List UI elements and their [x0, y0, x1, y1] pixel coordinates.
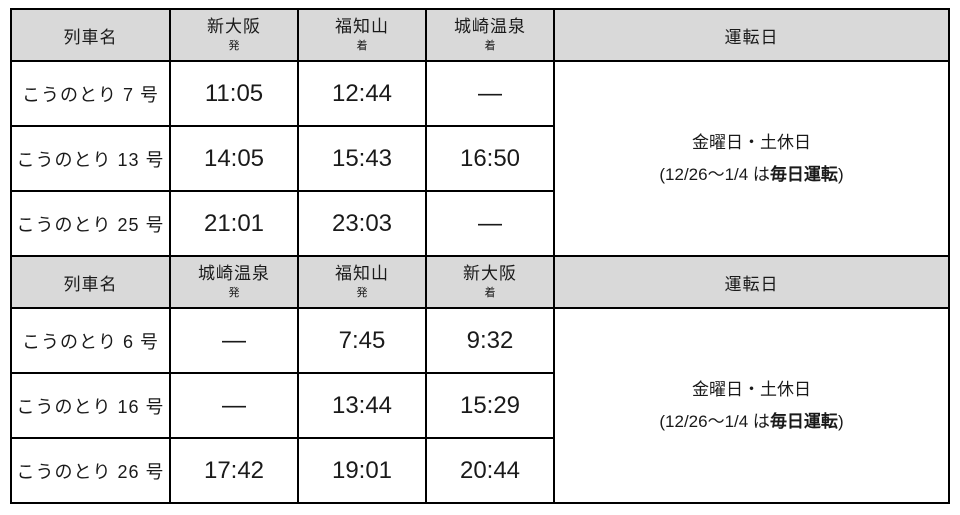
- station-name: 福知山: [335, 264, 389, 284]
- train-name-cell: こうのとり 25 号: [10, 190, 171, 257]
- dep-arr-label: 発: [228, 39, 240, 52]
- column-header-station-3: 城崎温泉 着: [425, 8, 555, 62]
- operating-days-label: 運転日: [724, 27, 779, 47]
- time-cell: 15:29: [425, 372, 555, 439]
- section2-header-row: 列車名 城崎温泉 発 福知山 発 新大阪 着 運転日: [10, 255, 950, 309]
- time-cell: 14:05: [169, 125, 299, 192]
- column-header-station-3: 新大阪 着: [425, 255, 555, 309]
- train-name-cell: こうのとり 26 号: [10, 437, 171, 504]
- train-name-cell: こうのとり 7 号: [10, 60, 171, 127]
- station-name: 新大阪: [463, 264, 517, 284]
- train-name-label: 列車名: [63, 274, 118, 294]
- time-cell: 23:03: [297, 190, 427, 257]
- section1-header-row: 列車名 新大阪 発 福知山 着 城崎温泉 着 運転日: [10, 8, 950, 62]
- table-row: こうのとり 13 号 14:05 15:43 16:50: [10, 125, 949, 192]
- operating-days-line1: 金曜日・土休日: [692, 380, 811, 400]
- train-name-cell: こうのとり 16 号: [10, 372, 171, 439]
- time-cell: —: [425, 190, 555, 257]
- station-name: 城崎温泉: [454, 17, 526, 37]
- station-name: 新大阪: [207, 17, 261, 37]
- operating-days-line2: (12/26〜1/4 は毎日運転): [659, 164, 844, 184]
- time-cell: 11:05: [169, 60, 299, 127]
- column-header-station-1: 新大阪 発: [169, 8, 299, 62]
- timetable-table: 列車名 新大阪 発 福知山 着 城崎温泉 着 運転日 こうのとり 7 号 11:…: [10, 8, 950, 504]
- dep-arr-label: 発: [228, 286, 240, 299]
- dep-arr-label: 着: [356, 39, 368, 52]
- column-header-train-name: 列車名: [10, 8, 171, 62]
- train-name-cell: こうのとり 13 号: [10, 125, 171, 192]
- operating-days-note: 金曜日・土休日 (12/26〜1/4 は毎日運転): [553, 60, 950, 257]
- dep-arr-label: 着: [484, 39, 496, 52]
- column-header-operating-days: 運転日: [553, 255, 950, 309]
- time-cell: 21:01: [169, 190, 299, 257]
- time-cell: —: [169, 307, 299, 374]
- table-row: こうのとり 6 号 — 7:45 9:32 金曜日・土休日 (12/26〜1/4…: [10, 307, 950, 504]
- table-row: こうのとり 25 号 21:01 23:03 —: [10, 190, 949, 257]
- operating-days-line2: (12/26〜1/4 は毎日運転): [659, 411, 844, 431]
- station-name: 城崎温泉: [198, 264, 270, 284]
- train-timetable: 列車名 新大阪 発 福知山 着 城崎温泉 着 運転日 こうのとり 7 号 11:…: [10, 8, 950, 504]
- time-cell: 12:44: [297, 60, 427, 127]
- table-row: こうのとり 26 号 17:42 19:01 20:44: [10, 437, 949, 504]
- column-header-station-2: 福知山 着: [297, 8, 427, 62]
- time-cell: 9:32: [425, 307, 555, 374]
- column-header-operating-days: 運転日: [553, 8, 950, 62]
- time-cell: —: [425, 60, 555, 127]
- train-name-label: 列車名: [63, 27, 118, 47]
- time-cell: 7:45: [297, 307, 427, 374]
- time-cell: 19:01: [297, 437, 427, 504]
- time-cell: 13:44: [297, 372, 427, 439]
- operating-days-note: 金曜日・土休日 (12/26〜1/4 は毎日運転): [553, 307, 950, 504]
- station-name: 福知山: [335, 17, 389, 37]
- table-row: こうのとり 7 号 11:05 12:44 — 金曜日・土休日 (12/26〜1…: [10, 60, 950, 257]
- time-cell: —: [169, 372, 299, 439]
- column-header-station-2: 福知山 発: [297, 255, 427, 309]
- column-header-station-1: 城崎温泉 発: [169, 255, 299, 309]
- dep-arr-label: 発: [356, 286, 368, 299]
- time-cell: 15:43: [297, 125, 427, 192]
- table-row: こうのとり 16 号 — 13:44 15:29: [10, 372, 949, 439]
- column-header-train-name: 列車名: [10, 255, 171, 309]
- time-cell: 16:50: [425, 125, 555, 192]
- time-cell: 20:44: [425, 437, 555, 504]
- train-name-cell: こうのとり 6 号: [10, 307, 171, 374]
- operating-days-line1: 金曜日・土休日: [692, 133, 811, 153]
- operating-days-label: 運転日: [724, 274, 779, 294]
- dep-arr-label: 着: [484, 286, 496, 299]
- time-cell: 17:42: [169, 437, 299, 504]
